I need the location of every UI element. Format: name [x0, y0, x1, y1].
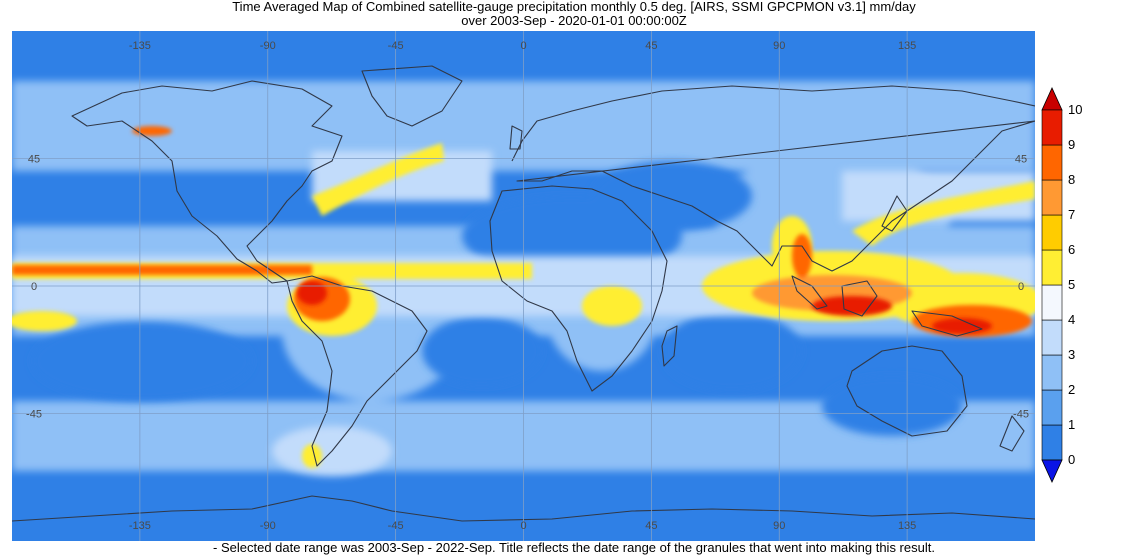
legend-swatch [1041, 319, 1063, 356]
gulf-stream-yellow [312, 143, 444, 216]
lat-tick-label-right: 45 [1015, 154, 1027, 166]
lon-tick-label-top: 135 [898, 40, 916, 52]
legend-swatch [1041, 354, 1063, 391]
color-legend: 0 1 2 3 4 5 6 7 8 9 10 [1040, 86, 1140, 486]
lon-tick-label-bottom: -90 [260, 520, 276, 532]
legend-under-arrow [1041, 459, 1063, 483]
legend-swatch [1041, 389, 1063, 426]
new-guinea-coast [911, 310, 983, 337]
graticule [12, 31, 1035, 541]
legend-swatch [1041, 214, 1063, 251]
south-indian-dry-area [662, 311, 802, 391]
spcz-yellow [12, 311, 77, 331]
lon-tick-label-top: -90 [260, 40, 276, 52]
south-atlantic-dry-area [422, 316, 542, 386]
north-america-coast [71, 80, 343, 284]
lat-tick-label-left: 45 [28, 154, 40, 166]
legend-label: 8 [1068, 172, 1075, 187]
legend-label: 6 [1068, 242, 1075, 257]
borneo-red [812, 296, 892, 316]
legend-swatch [1041, 144, 1063, 181]
chile-coast-yellow [302, 444, 322, 468]
new-zealand-coast [999, 415, 1025, 452]
graticule-labels: -135 -135 -90 -90 -45 -45 0 0 45 45 90 90 135 135 45 45… [26, 40, 1029, 532]
lon-tick-label-bottom: 45 [645, 520, 657, 532]
itcz-orange-core [12, 265, 312, 275]
japan-coast [881, 195, 908, 232]
sumatra-coast [791, 275, 828, 310]
legend-label: 2 [1068, 382, 1075, 397]
myanmar-orange [792, 234, 812, 278]
lon-tick-label-bottom: 0 [520, 520, 526, 532]
legend-over-arrow [1041, 87, 1063, 111]
africa-coast [489, 185, 668, 392]
antarctica-coast [12, 495, 1035, 522]
lon-tick-label-top: -135 [129, 40, 151, 52]
eurasia-coast [511, 85, 1035, 272]
legend-swatch [1041, 284, 1063, 321]
legend-swatch [1041, 179, 1063, 216]
legend-label: 4 [1068, 312, 1075, 327]
lon-tick-label-top: 90 [773, 40, 785, 52]
lon-tick-label-top: 0 [520, 40, 526, 52]
lat-tick-label-right: 0 [1018, 281, 1024, 293]
choco-red [297, 281, 327, 305]
lon-tick-label-bottom: -135 [129, 520, 151, 532]
uk-coast [509, 125, 523, 150]
legend-label: 9 [1068, 137, 1075, 152]
map-subtitle-date-range: over 2003-Sep - 2020-01-01 00:00:00Z [461, 13, 687, 28]
legend-swatch [1041, 109, 1063, 146]
legend-swatch [1041, 249, 1063, 286]
congo-yellow [582, 286, 642, 326]
lon-tick-label-bottom: 135 [898, 520, 916, 532]
borneo-coast [841, 280, 878, 317]
australia-dry-area [822, 376, 962, 436]
map-title: Time Averaged Map of Combined satellite-… [232, 0, 916, 14]
madagascar-coast [661, 325, 678, 367]
legend-label: 5 [1068, 277, 1075, 292]
date-range-footnote: - Selected date range was 2003-Sep - 202… [213, 540, 935, 555]
middle-east-dry-area [592, 161, 752, 231]
kuroshio-yellow [852, 181, 1035, 246]
lat-tick-label-left: -45 [26, 409, 42, 421]
alaska-coast-orange [132, 126, 172, 136]
precipitation-map[interactable]: -135 -135 -90 -90 -45 -45 0 0 45 45 90 90 135 135 45 45… [12, 31, 1035, 541]
lon-tick-label-bottom: 90 [773, 520, 785, 532]
legend-swatch [1041, 424, 1063, 461]
lon-tick-label-top: 45 [645, 40, 657, 52]
legend-label: 3 [1068, 347, 1075, 362]
coastlines [12, 65, 1035, 522]
greenland-coast [361, 65, 463, 127]
legend-label: 1 [1068, 417, 1075, 432]
legend-label: 7 [1068, 207, 1075, 222]
legend-label: 0 [1068, 452, 1075, 467]
south-east-pacific-dry-area [32, 321, 252, 401]
south-america-coast [286, 275, 428, 467]
lat-tick-label-right: -45 [1013, 409, 1029, 421]
lon-tick-label-bottom: -45 [388, 520, 404, 532]
lat-tick-label-left: 0 [31, 281, 37, 293]
lon-tick-label-top: -45 [388, 40, 404, 52]
legend-label: 10 [1068, 102, 1082, 117]
